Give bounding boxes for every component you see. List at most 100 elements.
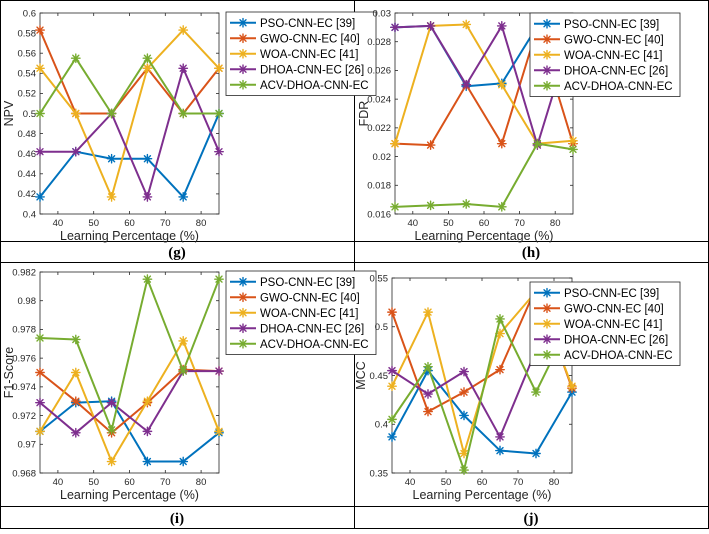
data-point [387, 307, 397, 318]
data-point [532, 138, 543, 149]
legend-marker [542, 287, 552, 298]
series-line [39, 29, 220, 198]
legend-item: ACV-DHOA-CNN-EC [534, 350, 673, 362]
y-axis-label: F1-Score [2, 347, 16, 398]
caption-h: (h) [522, 245, 540, 261]
data-point [178, 366, 189, 376]
data-point [495, 445, 505, 456]
legend: PSO-CNN-EC [39] GWO-CNN-EC [40] WOA-CNN-EC… [225, 11, 377, 96]
plot-area [39, 271, 220, 474]
series-5 [35, 274, 224, 435]
legend-marker [238, 307, 248, 318]
y-tick-label: 0.98 [18, 296, 37, 307]
x-tick-label: 80 [196, 477, 207, 488]
data-point [142, 63, 153, 74]
legend-label: ACV-DHOA-CNN-EC [260, 339, 369, 351]
legend-marker [542, 334, 552, 345]
chart-fdr: 40 50 60 70 80 0.016 0.018 0.02 0.022 0.024 0.026 0… [357, 8, 681, 243]
data-point [35, 25, 45, 35]
data-point [214, 108, 224, 119]
legend-marker [542, 65, 552, 76]
y-tick-label: 0.52 [18, 89, 37, 100]
y-tick-label: 0.976 [12, 353, 36, 364]
legend-label: DHOA-CNN-EC [26] [260, 323, 364, 335]
series-line [391, 317, 573, 472]
x-tick-label: 50 [88, 477, 99, 488]
caption-g: (g) [168, 245, 186, 261]
caption-j: (j) [524, 511, 539, 527]
data-point [423, 389, 433, 399]
legend-marker [238, 323, 248, 334]
y-tick-label: 0.972 [12, 411, 36, 422]
data-point [425, 21, 436, 31]
legend-label: WOA-CNN-EC [41] [564, 319, 662, 331]
legend-label: PSO-CNN-EC [39] [260, 277, 355, 289]
x-tick-label: 40 [53, 477, 64, 488]
legend-marker [238, 292, 248, 303]
y-tick-label: 0.54 [18, 69, 37, 80]
data-point [390, 138, 400, 149]
data-point [106, 108, 117, 119]
y-tick-label: 0.46 [18, 149, 37, 160]
legend-item: WOA-CNN-EC [41] [534, 50, 662, 62]
legend-label: DHOA-CNN-EC [26] [564, 65, 668, 77]
chart-f1-score: 40 50 60 70 80 0.968 0.97 0.972 0.974 0.976 0.978 0… [2, 267, 377, 502]
x-tick-label: 70 [514, 218, 525, 229]
legend: PSO-CNN-EC [39] GWO-CNN-EC [40] WOA-CNN-EC… [529, 12, 681, 97]
data-point [70, 396, 81, 407]
legend-marker [238, 276, 248, 287]
legend-label: ACV-DHOA-CNN-EC [564, 350, 673, 362]
data-point [178, 25, 189, 35]
y-tick-label: 0.45 [370, 371, 389, 382]
y-tick-label: 0.55 [370, 273, 389, 284]
x-axis-label: Learning Percentage (%) [60, 488, 199, 502]
data-point [423, 406, 433, 417]
y-tick-label: 0.48 [18, 129, 37, 140]
data-point [496, 201, 507, 212]
legend: PSO-CNN-EC [39] GWO-CNN-EC [40] WOA-CNN-EC… [225, 270, 377, 355]
y-tick-label: 0.978 [12, 325, 36, 336]
y-axis-label: MCC [354, 361, 368, 389]
chart-npv: 40 50 60 70 80 0.4 0.42 0.44 0.46 0.48 0.5 0.52 0.54… [2, 8, 377, 243]
data-point [35, 426, 45, 437]
y-tick-label: 0.4 [23, 209, 36, 220]
legend-marker [238, 64, 248, 75]
legend-item: PSO-CNN-EC [39] [230, 277, 355, 289]
legend-label: GWO-CNN-EC [40] [260, 33, 360, 45]
y-tick-label: 0.024 [367, 94, 391, 105]
legend-item: WOA-CNN-EC [41] [534, 319, 662, 331]
y-tick-label: 0.022 [367, 123, 391, 134]
x-tick-label: 50 [443, 218, 454, 229]
data-point [387, 432, 397, 442]
series-4 [35, 63, 224, 202]
data-point [214, 274, 224, 285]
data-point [142, 53, 153, 64]
x-tick-label: 70 [513, 477, 524, 488]
data-point [35, 367, 45, 378]
data-point [461, 79, 472, 90]
legend-label: WOA-CNN-EC [41] [564, 50, 662, 62]
data-point [214, 366, 224, 376]
legend-label: WOA-CNN-EC [41] [260, 49, 358, 61]
legend-label: GWO-CNN-EC [40] [260, 292, 360, 304]
data-point [106, 456, 117, 467]
y-tick-label: 0.56 [18, 49, 37, 60]
data-point [35, 333, 45, 343]
legend-label: ACV-DHOA-CNN-EC [564, 81, 673, 93]
series-5 [35, 53, 224, 119]
x-tick-label: 60 [124, 218, 135, 229]
caption-i: (i) [170, 511, 184, 527]
legend-marker [542, 80, 552, 91]
series-line [39, 29, 220, 115]
data-point [425, 200, 436, 211]
legend-marker [542, 18, 552, 29]
y-tick-label: 0.03 [373, 8, 392, 19]
x-tick-label: 70 [160, 218, 171, 229]
y-axis-label: NPV [2, 100, 16, 126]
data-point [496, 138, 507, 149]
x-tick-label: 60 [124, 477, 135, 488]
legend-marker [238, 48, 248, 59]
data-point [459, 410, 469, 421]
y-tick-label: 0.42 [18, 189, 37, 200]
legend-item: GWO-CNN-EC [40] [230, 292, 360, 304]
